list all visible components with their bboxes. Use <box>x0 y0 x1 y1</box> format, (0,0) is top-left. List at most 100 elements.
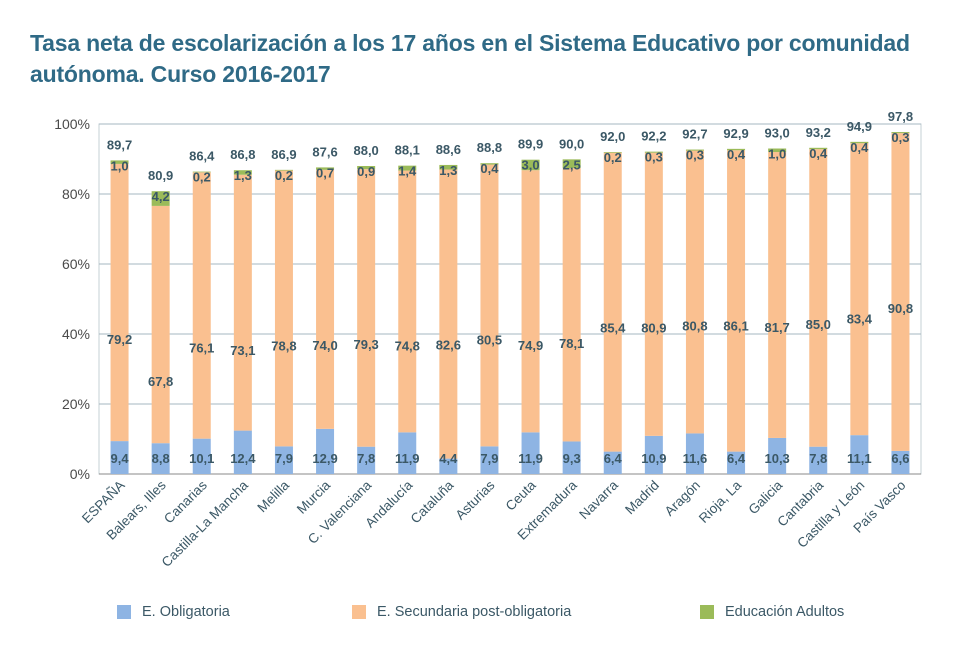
data-label-total: 89,9 <box>518 137 543 152</box>
bar-segment-1 <box>110 163 129 442</box>
bar-segment-1 <box>644 152 663 436</box>
data-label-adultos: 1,0 <box>111 158 129 173</box>
data-label-total: 92,9 <box>723 126 748 141</box>
data-label-total: 97,8 <box>888 109 913 124</box>
bar-segment-2 <box>727 148 746 151</box>
legend-swatch-secundaria <box>352 605 366 619</box>
bar-segment-1 <box>480 164 499 447</box>
data-label-total: 88,0 <box>353 143 378 158</box>
x-tick-label: Cataluña <box>408 477 457 526</box>
plot-area <box>98 123 922 475</box>
data-label-secundaria: 67,8 <box>148 374 173 389</box>
data-label-obligatoria: 6,4 <box>727 451 746 466</box>
data-label-secundaria: 76,1 <box>189 340 214 355</box>
y-tick-label: 20% <box>62 396 90 412</box>
y-tick-label: 40% <box>62 326 90 342</box>
bar-segment-0 <box>398 432 417 474</box>
x-tick-label: Asturias <box>452 477 497 522</box>
data-label-secundaria: 82,6 <box>436 338 461 353</box>
bar-segment-0 <box>480 446 499 474</box>
legend-swatch-adultos <box>700 605 714 619</box>
data-label-obligatoria: 10,9 <box>641 451 666 466</box>
data-label-secundaria: 78,1 <box>559 336 584 351</box>
data-label-total: 92,0 <box>600 129 625 144</box>
legend-label-secundaria: E. Secundaria post-obligatoria <box>377 604 572 620</box>
bar-segment-1 <box>439 169 458 459</box>
data-label-total: 87,6 <box>312 144 337 159</box>
x-tick-label: Navarra <box>576 477 621 522</box>
bar-segment-2 <box>850 141 869 144</box>
legend-label-obligatoria: E. Obligatoria <box>142 604 230 620</box>
data-label-secundaria: 80,5 <box>477 333 502 348</box>
bar-segment-0 <box>274 446 293 474</box>
x-tick-label: Aragón <box>662 478 703 519</box>
bar-segment-2 <box>809 147 828 150</box>
data-label-secundaria: 86,1 <box>723 318 748 333</box>
data-label-total: 90,0 <box>559 136 584 151</box>
data-label-total: 86,8 <box>230 147 255 162</box>
x-tick-label: Murcia <box>294 477 334 517</box>
bar-segment-2 <box>110 160 129 164</box>
data-label-secundaria: 85,0 <box>806 317 831 332</box>
data-label-adultos: 0,4 <box>850 140 869 155</box>
data-label-adultos: 1,4 <box>398 164 417 179</box>
data-label-obligatoria: 11,6 <box>683 451 708 466</box>
bar-segment-0 <box>644 435 663 474</box>
data-label-obligatoria: 9,4 <box>111 451 130 466</box>
legend-label-adultos: Educación Adultos <box>725 604 845 620</box>
bar-segment-2 <box>480 163 499 165</box>
data-label-obligatoria: 4,4 <box>439 451 458 466</box>
data-label-total: 86,9 <box>271 147 296 162</box>
legend-item-adultos: Educación Adultos <box>700 604 844 620</box>
bar-segment-2 <box>316 167 335 170</box>
bar-segment-0 <box>521 432 540 474</box>
bar-segment-2 <box>685 149 704 151</box>
data-label-secundaria: 81,7 <box>764 320 789 335</box>
bar-segment-1 <box>357 169 376 447</box>
data-label-obligatoria: 11,9 <box>518 451 543 466</box>
data-label-obligatoria: 12,9 <box>312 451 337 466</box>
data-label-adultos: 0,2 <box>275 168 293 183</box>
data-label-total: 92,7 <box>682 127 707 142</box>
bar-segment-1 <box>233 174 252 431</box>
data-label-adultos: 4,2 <box>152 189 170 204</box>
legend-swatch-obligatoria <box>117 605 131 619</box>
bar-segment-0 <box>151 443 170 474</box>
data-label-secundaria: 80,9 <box>641 321 666 336</box>
bar-segment-0 <box>891 450 910 474</box>
y-tick-label: 100% <box>54 116 90 132</box>
bar-segment-1 <box>316 169 335 429</box>
bar-segment-1 <box>850 143 869 436</box>
data-label-adultos: 1,3 <box>439 163 457 178</box>
bar-segment-2 <box>891 132 910 134</box>
data-label-adultos: 0,2 <box>604 150 622 165</box>
data-label-adultos: 0,2 <box>193 170 211 185</box>
data-label-total: 88,1 <box>395 143 420 158</box>
bar-segment-1 <box>521 170 540 433</box>
data-label-adultos: 1,0 <box>768 147 786 162</box>
data-label-secundaria: 74,0 <box>312 338 337 353</box>
bar-segment-1 <box>727 150 746 452</box>
data-label-adultos: 3,0 <box>522 158 540 173</box>
bar-segment-1 <box>562 168 581 442</box>
bar-segment-1 <box>398 170 417 433</box>
data-label-obligatoria: 10,1 <box>189 451 214 466</box>
bar-segment-1 <box>685 150 704 434</box>
data-label-secundaria: 83,4 <box>847 311 873 326</box>
data-label-total: 89,7 <box>107 137 132 152</box>
data-label-obligatoria: 7,9 <box>480 451 498 466</box>
y-tick-label: 80% <box>62 186 90 202</box>
bar-segment-0 <box>316 428 335 474</box>
data-label-adultos: 0,4 <box>727 147 746 162</box>
data-label-total: 93,0 <box>764 126 789 141</box>
data-label-secundaria: 79,2 <box>107 332 132 347</box>
legend-item-secundaria: E. Secundaria post-obligatoria <box>352 604 571 620</box>
data-label-obligatoria: 9,3 <box>563 451 581 466</box>
bar-segment-0 <box>768 437 787 474</box>
bar-segment-0 <box>727 451 746 474</box>
bar-segment-1 <box>151 205 170 444</box>
data-label-obligatoria: 10,3 <box>764 451 789 466</box>
y-tick-label: 60% <box>62 256 90 272</box>
bar-segment-0 <box>562 441 581 474</box>
data-label-secundaria: 74,9 <box>518 338 543 353</box>
